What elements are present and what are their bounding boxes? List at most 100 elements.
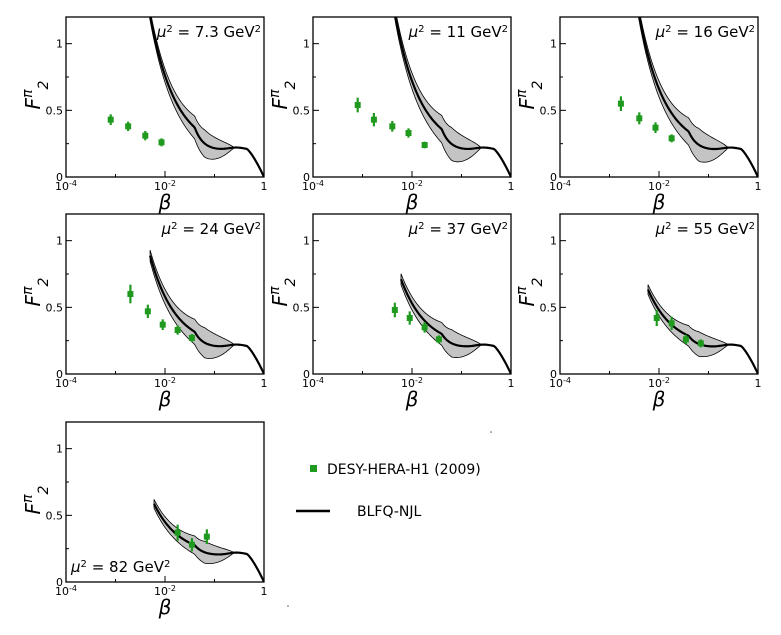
- x-tick-label: 10-2: [401, 179, 423, 194]
- y-axis-label: Fπ2: [514, 80, 546, 109]
- y-tick-label: 0: [56, 171, 63, 184]
- model-curve: [153, 503, 264, 582]
- y-tick-label: 0.5: [46, 509, 64, 522]
- data-point: [653, 315, 660, 321]
- y-axis-label-group: Fπ2: [267, 277, 299, 306]
- model-curve: [638, 17, 758, 177]
- panel-1: 0 0.5 1 10-4 10-2 1 β Fπ2 μ2 = 7.3 GeV2: [20, 16, 268, 214]
- x-axis-label: β: [405, 190, 419, 214]
- x-tick-label: 1: [261, 180, 268, 193]
- y-tick-label: 0.5: [46, 104, 64, 117]
- panel-title: μ2 = 37 GeV2: [408, 220, 508, 238]
- x-tick-label: 10-4: [302, 179, 324, 194]
- model-band: [400, 273, 511, 374]
- panel-title: μ2 = 7.3 GeV2: [156, 23, 261, 41]
- data-point: [682, 336, 689, 343]
- data-point: [203, 533, 210, 540]
- y-tick-label: 0: [550, 171, 557, 184]
- x-tick-label: 1: [261, 585, 268, 598]
- x-tick-label: 10-4: [302, 376, 324, 391]
- x-axis-label: β: [158, 387, 172, 411]
- y-tick-label: 0.5: [46, 301, 64, 314]
- plot-frame: [559, 213, 759, 375]
- data-point: [405, 130, 412, 136]
- y-tick-label: 0: [56, 368, 63, 381]
- data-point: [406, 315, 413, 321]
- data-point: [354, 102, 361, 108]
- model-curve: [399, 278, 511, 374]
- y-tick-label: 1: [56, 38, 63, 51]
- x-axis-label: β: [158, 595, 172, 619]
- legend-data-marker: [310, 465, 317, 472]
- y-axis-label-group: Fπ2: [514, 277, 546, 306]
- panel-title: μ2 = 16 GeV2: [655, 23, 755, 41]
- y-tick-label: 0.5: [540, 104, 558, 117]
- panel-6: 0 0.5 1 10-4 10-2 1 β Fπ2 μ2 = 55 GeV2: [514, 213, 762, 411]
- model-curve: [149, 17, 264, 177]
- y-axis-label-group: Fπ2: [267, 80, 299, 109]
- y-tick-label: 1: [56, 235, 63, 248]
- y-tick-label: 0.5: [293, 104, 311, 117]
- data-point: [174, 327, 181, 333]
- y-tick-label: 1: [550, 38, 557, 51]
- data-point: [159, 321, 166, 328]
- y-tick-label: 0: [56, 576, 63, 589]
- x-tick-label: 1: [508, 377, 515, 390]
- y-tick-label: 1: [303, 38, 310, 51]
- model-band: [153, 499, 264, 582]
- panel-5: 0 0.5 1 10-4 10-2 1 β Fπ2 μ2 = 37 GeV2: [267, 213, 515, 411]
- x-tick-label: 10-2: [154, 584, 176, 599]
- plot-frame: [312, 16, 512, 178]
- x-tick-label: 10-2: [648, 376, 670, 391]
- y-tick-label: 1: [56, 443, 63, 456]
- panel-2: 0 0.5 1 10-4 10-2 1 β Fπ2 μ2 = 11 GeV2: [267, 16, 515, 214]
- y-axis-label-group: Fπ2: [20, 485, 52, 514]
- legend: DESY-HERA-H1 (2009) BLFQ-NJL: [296, 462, 481, 520]
- data-point: [391, 307, 398, 313]
- y-axis-label: Fπ2: [20, 485, 52, 514]
- data-point: [697, 340, 704, 347]
- x-tick-label: 10-4: [549, 376, 571, 391]
- data-point: [370, 116, 377, 123]
- legend-data-label: DESY-HERA-H1 (2009): [327, 462, 481, 478]
- y-axis-label: Fπ2: [20, 80, 52, 109]
- panel-4: 0 0.5 1 10-4 10-2 1 β Fπ2 μ2 = 24 GeV2: [20, 213, 268, 411]
- model-curve: [647, 289, 758, 374]
- data-point: [636, 115, 643, 122]
- data-point: [188, 541, 195, 548]
- data-point: [668, 135, 675, 142]
- y-axis-label: Fπ2: [20, 277, 52, 306]
- data-point: [421, 142, 428, 148]
- data-point: [617, 100, 624, 107]
- panel-3: 0 0.5 1 10-4 10-2 1 β Fπ2 μ2 = 16 GeV2: [514, 16, 762, 214]
- model-band: [647, 284, 758, 374]
- legend-model-label: BLFQ-NJL: [357, 504, 422, 520]
- y-tick-label: 0.5: [293, 301, 311, 314]
- x-tick-label: 1: [508, 180, 515, 193]
- data-point: [421, 324, 428, 331]
- data-point: [142, 132, 149, 139]
- data-point: [668, 320, 675, 327]
- y-tick-label: 0.5: [540, 301, 558, 314]
- x-tick-label: 10-2: [401, 376, 423, 391]
- panel-7: 0 0.5 1 10-4 10-2 1 β Fπ2 μ2 = 82 GeV2: [20, 421, 268, 619]
- x-tick-label: 1: [755, 180, 762, 193]
- model-band: [149, 249, 264, 374]
- y-axis-label: Fπ2: [514, 277, 546, 306]
- panel-title: μ2 = 24 GeV2: [161, 220, 261, 238]
- panel-title: μ2 = 11 GeV2: [408, 23, 508, 41]
- y-axis-label-group: Fπ2: [20, 80, 52, 109]
- data-point: [389, 123, 396, 130]
- panel-title: μ2 = 82 GeV2: [70, 558, 170, 576]
- y-tick-label: 0: [303, 368, 310, 381]
- data-point: [144, 308, 151, 315]
- data-point: [158, 139, 165, 146]
- y-axis-label: Fπ2: [267, 80, 299, 109]
- data-point: [652, 124, 659, 131]
- x-tick-label: 10-4: [55, 179, 77, 194]
- x-tick-label: 10-2: [154, 179, 176, 194]
- data-point: [127, 291, 134, 297]
- x-tick-label: 1: [755, 377, 762, 390]
- y-tick-label: 0: [550, 368, 557, 381]
